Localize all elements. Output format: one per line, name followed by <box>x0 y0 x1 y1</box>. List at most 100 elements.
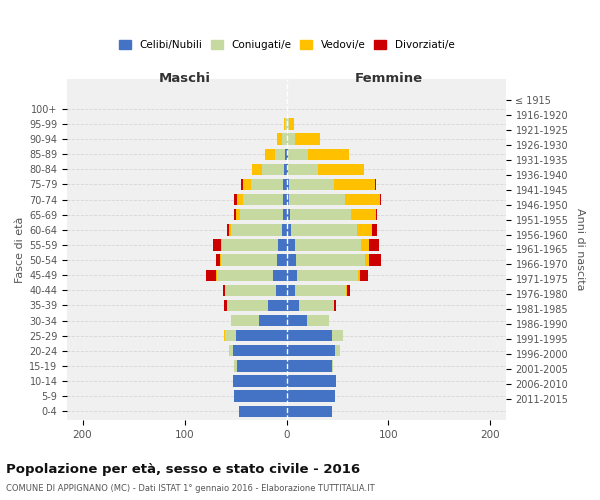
Bar <box>287 148 308 160</box>
Bar <box>227 300 268 311</box>
Bar <box>229 345 233 356</box>
Bar <box>299 300 334 311</box>
Bar <box>229 224 232 235</box>
Bar <box>295 240 361 250</box>
Bar <box>262 164 284 175</box>
Bar <box>239 406 287 417</box>
Bar <box>284 118 286 130</box>
Bar <box>278 240 287 250</box>
Bar <box>307 315 329 326</box>
Bar <box>287 164 318 175</box>
Bar <box>351 209 376 220</box>
Bar <box>224 300 227 311</box>
Bar <box>332 360 334 372</box>
Bar <box>277 134 283 145</box>
Bar <box>226 284 277 296</box>
Text: COMUNE DI APPIGNANO (MC) - Dati ISTAT 1° gennaio 2016 - Elaborazione TUTTITALIA.: COMUNE DI APPIGNANO (MC) - Dati ISTAT 1°… <box>6 484 374 493</box>
Bar <box>287 240 295 250</box>
Bar <box>232 315 259 326</box>
Bar <box>290 209 351 220</box>
Bar <box>332 330 343 342</box>
Bar <box>233 376 287 386</box>
Y-axis label: Fasce di età: Fasce di età <box>15 216 25 282</box>
Bar <box>216 270 217 281</box>
Bar <box>233 345 287 356</box>
Bar <box>375 179 376 190</box>
Text: Popolazione per età, sesso e stato civile - 2016: Popolazione per età, sesso e stato civil… <box>6 462 360 475</box>
Bar <box>296 254 365 266</box>
Bar <box>235 360 236 372</box>
Bar <box>236 194 242 205</box>
Bar <box>295 134 320 145</box>
Bar <box>289 179 334 190</box>
Bar <box>268 300 287 311</box>
Bar <box>236 330 287 342</box>
Bar <box>360 270 368 281</box>
Bar <box>335 345 340 356</box>
Bar <box>287 134 295 145</box>
Bar <box>357 224 372 235</box>
Bar <box>221 240 222 250</box>
Bar <box>287 300 299 311</box>
Bar <box>287 254 296 266</box>
Bar <box>347 284 350 296</box>
Bar <box>289 118 293 130</box>
Bar <box>221 254 277 266</box>
Bar <box>242 194 283 205</box>
Bar <box>376 209 377 220</box>
Bar <box>283 209 287 220</box>
Bar <box>283 224 287 235</box>
Bar <box>235 194 236 205</box>
Bar <box>380 194 382 205</box>
Legend: Celibi/Nubili, Coniugati/e, Vedovi/e, Divorziati/e: Celibi/Nubili, Coniugati/e, Vedovi/e, Di… <box>115 36 458 54</box>
Bar <box>290 224 357 235</box>
Bar <box>216 254 220 266</box>
Bar <box>289 194 344 205</box>
Bar <box>206 270 216 281</box>
Bar <box>287 284 295 296</box>
Bar <box>365 254 369 266</box>
Bar <box>295 284 346 296</box>
Bar <box>287 118 289 130</box>
Bar <box>369 254 382 266</box>
Bar <box>283 194 287 205</box>
Bar <box>242 179 251 190</box>
Bar <box>286 118 287 130</box>
Bar <box>361 240 369 250</box>
Bar <box>287 194 289 205</box>
Bar <box>220 254 221 266</box>
Bar <box>223 284 226 296</box>
Bar <box>287 345 335 356</box>
Text: Femmine: Femmine <box>355 72 422 86</box>
Text: Maschi: Maschi <box>158 72 211 86</box>
Bar <box>222 240 278 250</box>
Bar <box>236 360 287 372</box>
Bar <box>235 390 287 402</box>
Bar <box>226 330 236 342</box>
Bar <box>251 179 283 190</box>
Bar <box>369 240 379 250</box>
Y-axis label: Anni di nascita: Anni di nascita <box>575 208 585 290</box>
Bar <box>275 148 286 160</box>
Bar <box>283 179 287 190</box>
Bar <box>239 209 283 220</box>
Bar <box>273 270 287 281</box>
Bar <box>284 164 287 175</box>
Bar <box>287 330 332 342</box>
Bar <box>287 376 337 386</box>
Bar <box>213 240 221 250</box>
Bar <box>296 270 358 281</box>
Bar <box>287 224 290 235</box>
Bar <box>346 284 347 296</box>
Bar <box>287 209 290 220</box>
Bar <box>265 148 275 160</box>
Bar <box>344 194 380 205</box>
Bar <box>287 179 289 190</box>
Bar <box>372 224 377 235</box>
Bar <box>286 148 287 160</box>
Bar <box>277 254 287 266</box>
Bar <box>217 270 273 281</box>
Bar <box>252 164 262 175</box>
Bar <box>308 148 349 160</box>
Bar <box>236 209 239 220</box>
